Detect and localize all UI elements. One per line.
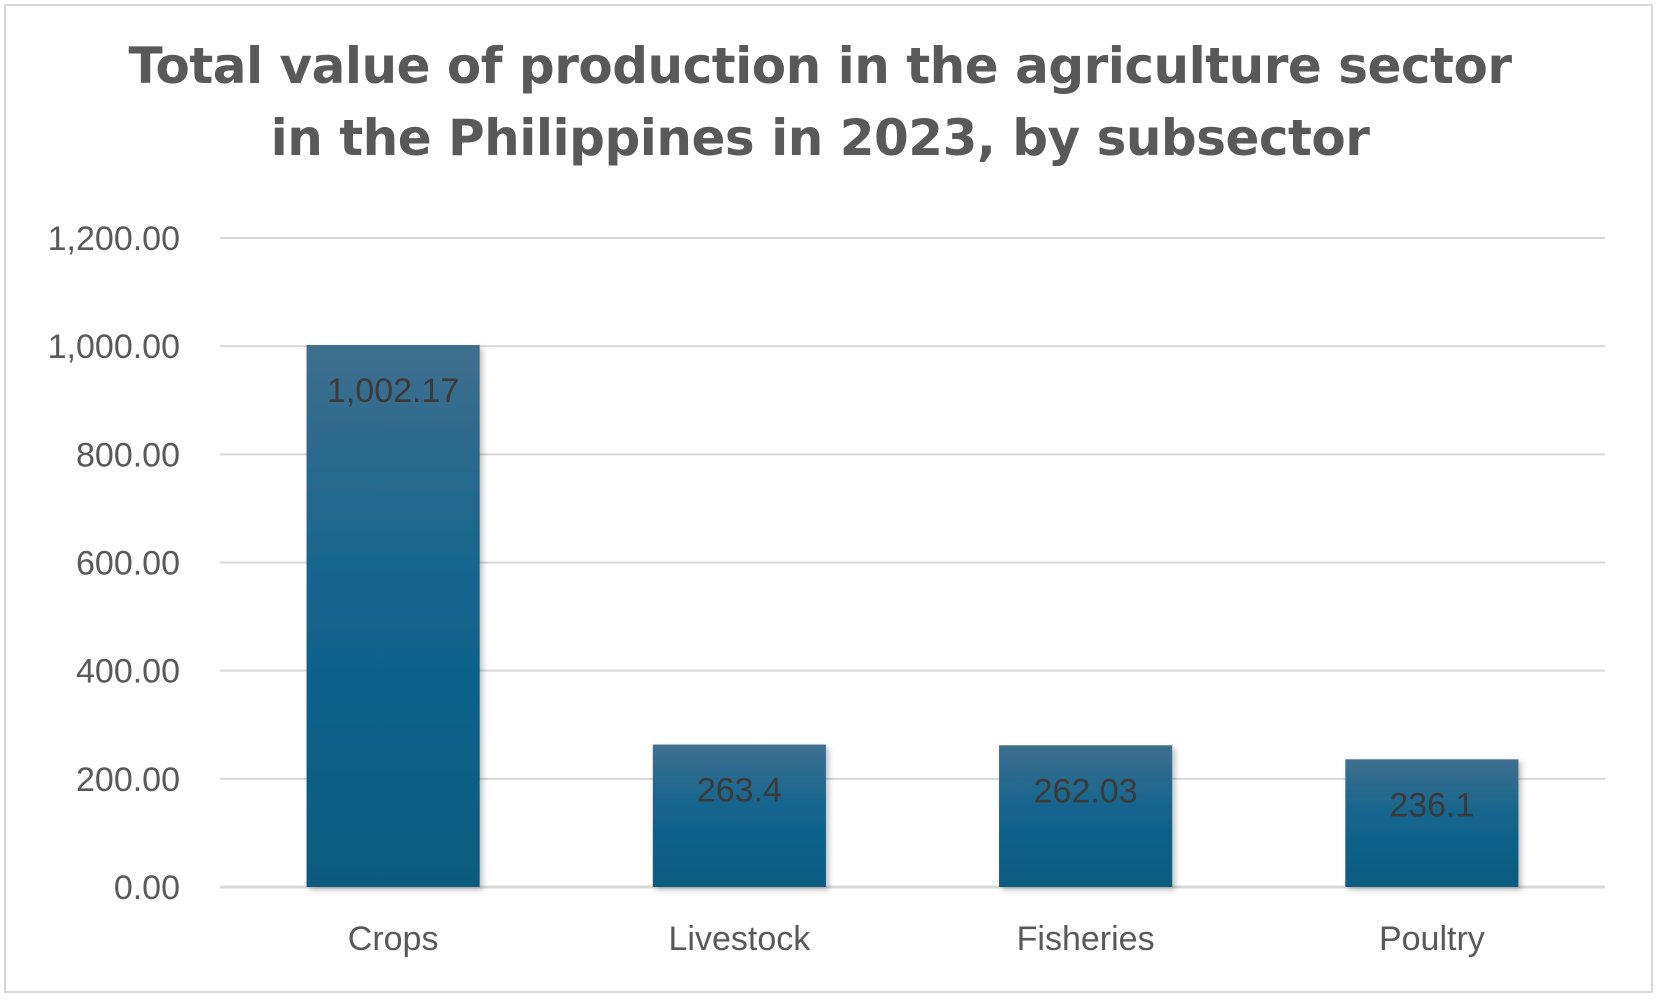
category-label-fisheries: Fisheries <box>1017 920 1155 958</box>
data-labels: 1,002.17 263.4 262.03 236.1 <box>327 372 1474 824</box>
data-label-crops: 1,002.17 <box>327 372 459 410</box>
bar-crops <box>306 344 480 888</box>
bar-livestock <box>652 744 826 887</box>
bars <box>306 344 1519 888</box>
category-label-livestock: Livestock <box>669 920 812 958</box>
y-tick-label: 1,200.00 <box>48 220 180 258</box>
x-axis-category-labels: Crops Livestock Fisheries Poultry <box>348 920 1485 958</box>
y-tick-label: 200.00 <box>76 761 180 799</box>
y-tick-label: 600.00 <box>76 545 180 583</box>
y-axis-tick-labels: 0.00 200.00 400.00 600.00 800.00 1,000.00 1,20… <box>48 220 180 907</box>
y-tick-label: 800.00 <box>76 436 180 474</box>
chart-title: Total value of production in the agricul… <box>128 37 1512 167</box>
bar-fisheries <box>999 745 1173 887</box>
category-label-poultry: Poultry <box>1379 920 1485 958</box>
y-tick-label: 0.00 <box>114 869 180 907</box>
data-label-poultry: 236.1 <box>1389 786 1474 824</box>
data-label-livestock: 263.4 <box>697 772 782 810</box>
data-label-fisheries: 262.03 <box>1034 772 1138 810</box>
y-tick-label: 1,000.00 <box>48 328 180 366</box>
category-label-crops: Crops <box>348 920 439 958</box>
bar-poultry <box>1345 759 1519 887</box>
y-tick-label: 400.00 <box>76 653 180 691</box>
